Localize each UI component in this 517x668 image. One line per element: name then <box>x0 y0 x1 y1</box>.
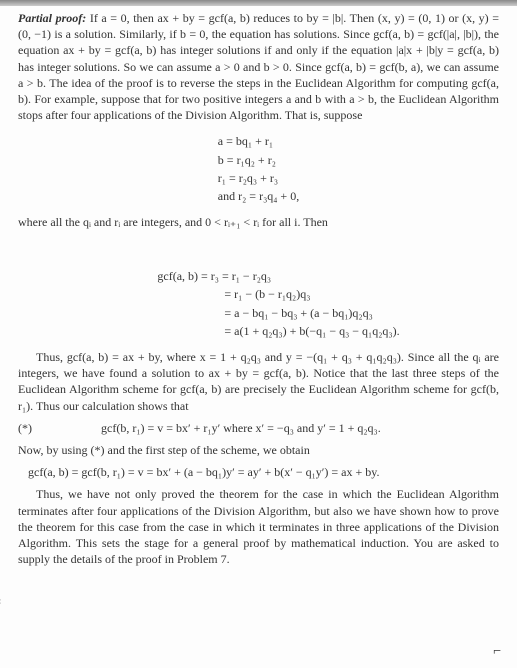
equation-block-gcf: gcf(a, b) = r₃ = r₁ − r₂q₃ = r₁ − (b − r… <box>18 266 499 341</box>
star-label: (*) <box>18 420 48 436</box>
eq-line: a = bq₁ + r₁ <box>218 133 299 149</box>
eq-line: = r₁ − (b − r₁q₂)q₃ <box>157 286 399 302</box>
equation-block-division: a = bq₁ + r₁ b = r₁q₂ + r₂ r₁ = r₂q₃ + r… <box>18 131 499 206</box>
proof-label: Partial proof: <box>18 11 86 25</box>
margin-caret-icon: ‹ <box>0 595 1 609</box>
eq-line: = a − bq₁ − bq₃ + (a − bq₁)q₂q₃ <box>157 305 399 321</box>
eq-line: = a(1 + q₂q₃) + b(−q₁ − q₃ − q₁q₂q₃). <box>157 323 399 339</box>
paragraph-where: where all the qᵢ and rᵢ are integers, an… <box>18 214 499 230</box>
page-content: Partial proof: If a = 0, then ax + by = … <box>0 6 517 668</box>
equation-final: gcf(a, b) = gcf(b, r₁) = v = bx′ + (a − … <box>18 464 499 480</box>
eq-line: and r₂ = r₃q₄ + 0, <box>218 188 299 204</box>
paragraph-thus: Thus, gcf(a, b) = ax + by, where x = 1 +… <box>18 349 499 414</box>
corner-mark-icon: ⌐ <box>493 643 501 662</box>
eq-line: r₁ = r₂q₃ + r₃ <box>218 170 299 186</box>
paragraph-now: Now, by using (*) and the first step of … <box>18 442 499 458</box>
equation-star-line: (*) gcf(b, r₁) = v = bx′ + r₁y′ where x′… <box>18 420 499 436</box>
partial-proof-paragraph: Partial proof: If a = 0, then ax + by = … <box>18 10 499 123</box>
eq-line: gcf(a, b) = r₃ = r₁ − r₂q₃ <box>157 268 399 284</box>
eq-line: b = r₁q₂ + r₂ <box>218 152 299 168</box>
eq-star: gcf(b, r₁) = v = bx′ + r₁y′ where x′ = −… <box>51 421 381 435</box>
spacer <box>18 230 499 258</box>
paragraph-conclusion: Thus, we have not only proved the theore… <box>18 486 499 567</box>
proof-text-1: If a = 0, then ax + by = gcf(a, b) reduc… <box>18 11 499 122</box>
